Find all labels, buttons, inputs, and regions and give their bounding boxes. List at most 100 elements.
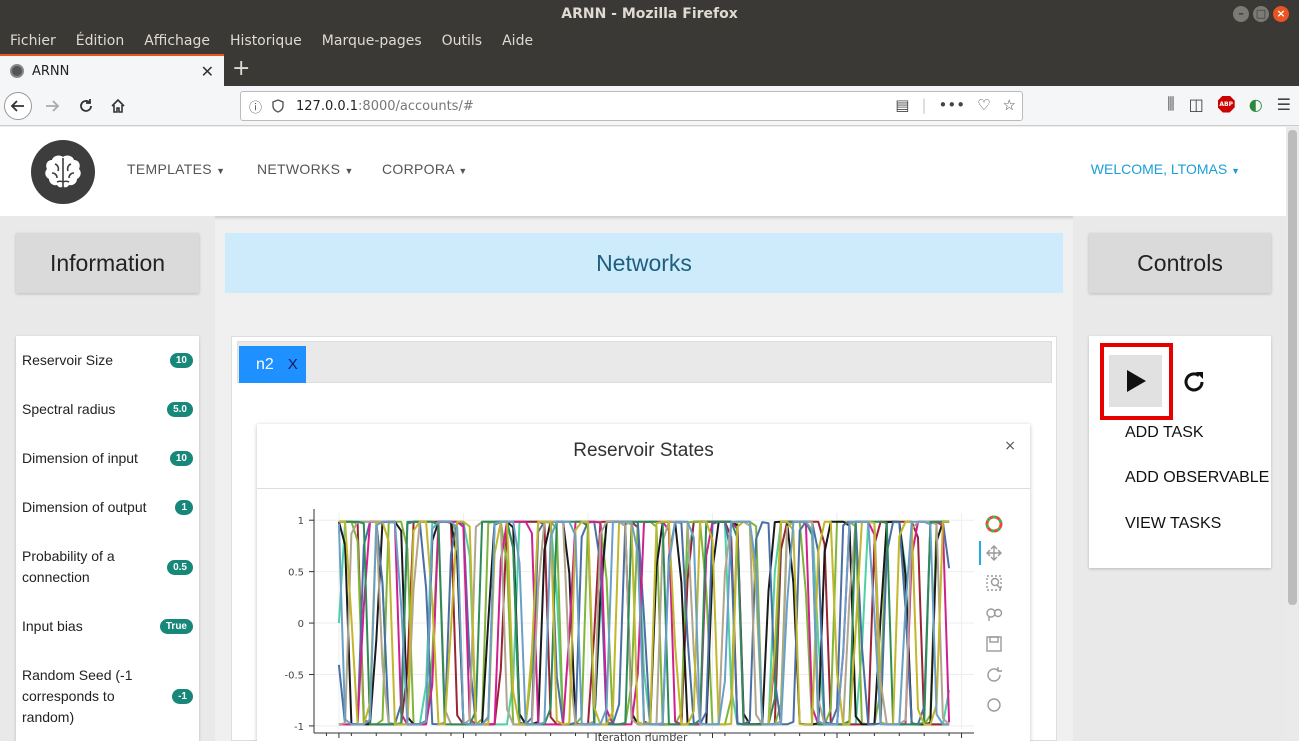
help-tool-icon [987,698,1001,712]
add-observable-link[interactable]: ADD OBSERVABLE [1125,469,1270,486]
new-tab-button[interactable]: + [232,56,251,81]
user-menu[interactable]: WELCOME, LTOMAS ▼ [1091,161,1240,177]
caret-down-icon: ▼ [458,166,468,176]
info-label: Dimension of input [22,450,138,466]
forward-button[interactable] [38,92,66,120]
nav-corpora[interactable]: CORPORA ▼ [382,161,468,177]
play-button[interactable] [1109,355,1162,407]
networks-heading: Networks [225,233,1063,293]
info-badge: -1 [172,689,193,704]
controls-heading: Controls [1089,233,1271,293]
nav-templates[interactable]: TEMPLATES ▼ [127,161,225,177]
pocket-icon[interactable]: ♡ [977,96,991,114]
network-tab-close-button[interactable]: X [287,356,298,373]
bookmark-star-icon[interactable]: ☆ [1002,96,1016,114]
information-heading: Information [16,233,199,293]
series-line [337,520,950,726]
maximize-button[interactable]: □ [1253,6,1269,22]
info-badge: 1 [175,500,193,515]
bokeh-logo-icon [985,515,1003,533]
x-axis-label: Iteration number [594,731,688,741]
reload-button[interactable] [72,92,100,120]
nav-templates-label: TEMPLATES [127,161,212,177]
info-label: Input bias [22,618,83,634]
menu-outils[interactable]: Outils [441,33,483,49]
info-row: Input bias True [22,616,193,637]
tab-bar: ARNN ✕ + [0,54,1299,86]
browser-tab[interactable]: ARNN ✕ [0,54,224,86]
y-tick-label: 1 [298,516,304,527]
chart-axes: 10.50-0.5-1020406080100 [284,509,974,738]
page-actions-icon[interactable]: ••• [938,96,966,114]
page-scrollbar-thumb[interactable] [1288,130,1297,605]
info-row: Dimension of input 10 [22,448,193,469]
url-actions: ▤ | ••• ♡ ☆ [895,96,1016,114]
info-label: Random Seed (-1 corresponds to random) [22,667,133,725]
information-card: Reservoir Size 10 Spectral radius 5.0 Di… [16,336,199,741]
tab-title: ARNN [32,63,70,79]
play-button-highlight [1100,343,1173,420]
home-button[interactable] [104,92,132,120]
wheel-zoom-tool-icon [986,608,1003,621]
info-row: Random Seed (-1 corresponds to random) -… [22,665,193,728]
reset-tool-icon [987,667,1002,682]
forward-arrow-icon [46,100,60,112]
reservoir-states-chart[interactable]: 10.50-0.5-1020406080100 Iteration number [257,489,1030,741]
nav-networks-label: NETWORKS [257,161,341,177]
welcome-label: WELCOME, LTOMAS [1090,161,1228,177]
nav-corpora-label: CORPORA [382,161,455,177]
close-window-button[interactable]: × [1273,6,1289,22]
save-tool-icon [986,636,1002,652]
refresh-icon [1184,372,1204,392]
brain-logo-icon[interactable] [31,140,95,204]
plot-divider [257,488,1030,489]
extension-icon[interactable]: ◐ [1248,94,1263,114]
minimize-button[interactable]: – [1233,6,1249,22]
y-tick-label: -0.5 [284,670,304,681]
chart-series [337,520,951,726]
info-row: Dimension of output 1 [22,497,193,518]
y-tick-label: 0 [298,619,304,630]
menu-edition[interactable]: Édition [75,33,125,49]
url-text[interactable]: 127.0.0.1:8000/accounts/# [296,99,474,114]
library-icon[interactable]: ⫼ [1167,94,1175,113]
menu-historique[interactable]: Historique [229,33,302,49]
play-icon [1126,370,1146,392]
window-title: ARNN - Mozilla Firefox [561,6,738,22]
menu-affichage[interactable]: Affichage [144,33,210,49]
view-tasks-link[interactable]: VIEW TASKS [1125,515,1222,532]
add-task-link[interactable]: ADD TASK [1125,424,1204,441]
info-badge: 10 [169,451,193,466]
back-arrow-icon [10,100,24,112]
caret-down-icon: ▼ [1231,166,1240,176]
menu-fichier[interactable]: Fichier [10,33,56,49]
info-badge: 10 [169,353,193,368]
plot-title: Reservoir States [573,440,714,461]
info-icon[interactable]: ⓘ [249,100,263,116]
info-badge: 5.0 [167,402,193,417]
info-label: Dimension of output [22,499,147,515]
y-tick-label: -1 [294,722,304,733]
menu-bar: Fichier Édition Affichage Historique Mar… [0,28,1299,54]
url-divider: | [921,96,927,114]
nav-networks[interactable]: NETWORKS ▼ [257,161,354,177]
reload-icon [80,99,92,112]
menu-aide[interactable]: Aide [502,33,534,49]
chart-toolbar [979,515,1003,712]
network-tab-label: n2 [256,355,274,373]
network-tab-n2[interactable]: n2 X [239,346,306,383]
tab-close-icon[interactable]: ✕ [200,61,214,81]
refresh-button[interactable] [1178,366,1210,398]
info-label: Probability of a connection [22,548,115,585]
box-zoom-tool-icon [986,575,1002,591]
hamburger-menu-icon[interactable]: ☰ [1276,94,1291,114]
info-label: Reservoir Size [22,352,114,368]
plot-close-button[interactable]: × [1004,438,1016,454]
adblock-icon[interactable]: ABP [1217,95,1235,113]
url-bar[interactable]: ⓘ 127.0.0.1:8000/accounts/# ▤ | ••• ♡ ☆ [240,91,1023,121]
reader-view-icon[interactable]: ▤ [895,96,910,114]
tracking-shield-icon[interactable] [272,99,284,113]
sidebar-icon[interactable]: ◫ [1188,94,1204,114]
menu-marque-pages[interactable]: Marque-pages [321,33,422,49]
back-button[interactable] [4,92,32,120]
